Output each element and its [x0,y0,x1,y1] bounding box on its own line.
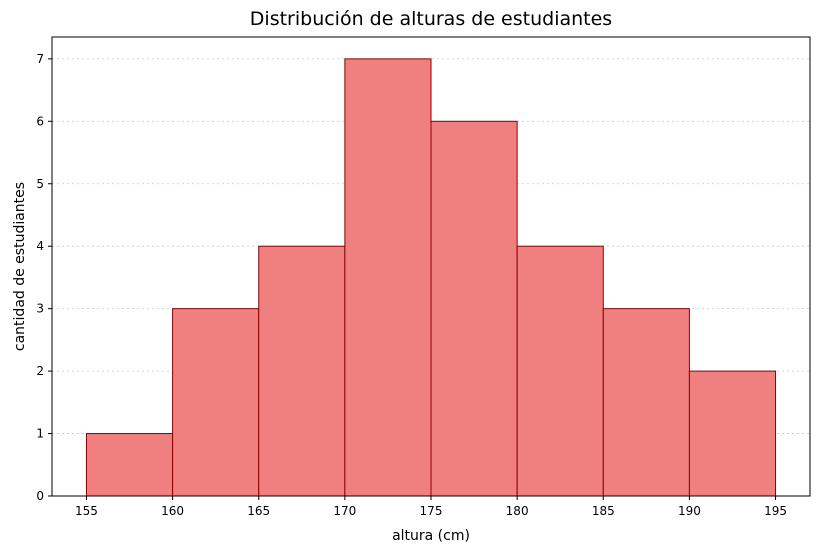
chart-title: Distribución de alturas de estudiantes [250,8,612,30]
histogram-bar [516,245,604,497]
y-tick-label: 2 [36,364,44,378]
x-tick-label: 155 [75,504,98,518]
x-tick-label: 165 [247,504,270,518]
histogram-bar [430,120,518,497]
y-tick-label: 0 [36,489,44,503]
histogram-bar [688,370,777,497]
y-tick-label: 1 [36,427,44,441]
histogram-bar [85,433,174,497]
x-tick-label: 190 [678,504,701,518]
histogram-bar [172,308,260,497]
x-axis-label: altura (cm) [392,528,470,544]
histogram-bar [344,58,432,497]
x-tick-label: 175 [420,504,443,518]
x-tick-label: 160 [161,504,184,518]
y-axis-label: cantidad de estudiantes [12,182,28,351]
y-tick-label: 6 [36,114,44,128]
x-tick-label: 170 [333,504,356,518]
y-tick-label: 7 [36,52,44,66]
y-tick-label: 3 [36,302,44,316]
x-tick-label: 180 [506,504,529,518]
bars [85,58,777,497]
y-axis-ticks: 0 1 2 3 4 5 6 7 [36,52,52,503]
y-tick-label: 4 [36,239,44,253]
x-tick-label: 195 [764,504,787,518]
y-tick-label: 5 [36,177,44,191]
x-tick-label: 185 [592,504,615,518]
histogram-bar [602,308,690,497]
histogram-bar [258,245,346,497]
plot-frame [51,36,811,497]
x-axis-ticks: 155 160 165 170 175 180 185 190 195 [75,496,787,518]
